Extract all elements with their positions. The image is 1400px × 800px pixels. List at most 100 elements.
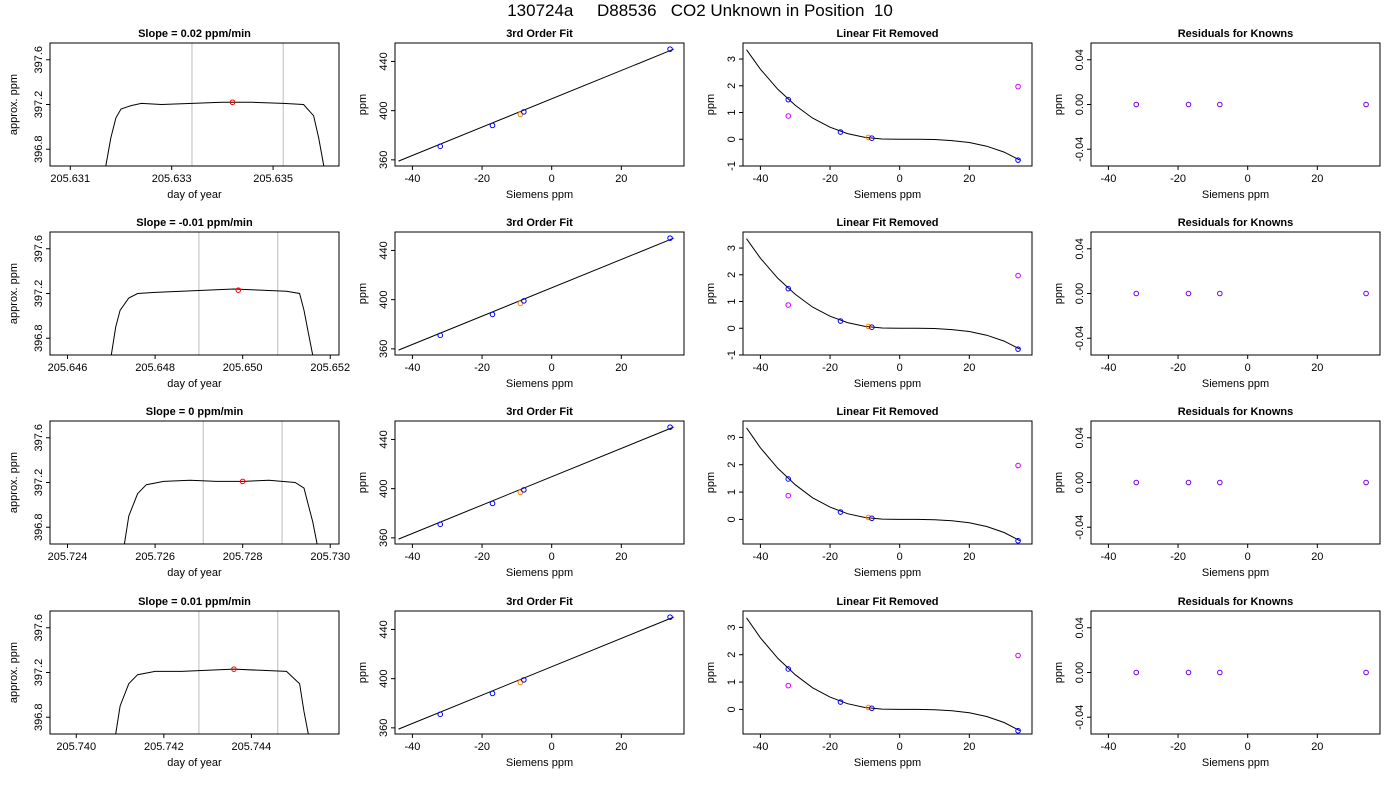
x-tick-label: -40: [752, 173, 768, 185]
x-tick-label: -20: [1170, 362, 1186, 374]
y-tick-label: 397.6: [33, 46, 45, 74]
chart-panel-r4c1: Slope = 0.01 ppm/min 205.740 205.742 205.74…: [8, 596, 340, 769]
data-point: [869, 515, 875, 522]
data-point: [521, 677, 527, 683]
plot-area: [746, 238, 1021, 352]
x-tick-label: -40: [404, 551, 420, 563]
x-tick-label: 205.650: [223, 362, 263, 374]
y-axis-label: ppm: [705, 283, 717, 304]
data-point: [1133, 669, 1140, 676]
series-line: [746, 238, 1021, 350]
y-tick-label: 0.00: [1074, 662, 1086, 683]
plot-area: [746, 427, 1021, 544]
y-axis-label: approx. ppm: [8, 642, 20, 703]
y-tick-label: 2: [726, 83, 738, 89]
data-point: [1363, 669, 1369, 676]
data-point: [235, 287, 242, 293]
x-tick-label: -40: [1100, 741, 1116, 753]
data-point: [869, 135, 875, 141]
y-tick-label: 3: [726, 245, 738, 251]
x-tick-label: -40: [1100, 551, 1116, 563]
x-axis-label: Siemens ppm: [854, 189, 921, 201]
x-tick-label: 0: [897, 551, 903, 563]
chart-panel-r4c3: Linear Fit Removed -40 -20 0 20 0 1 2 3 Siemens p…: [705, 596, 1033, 769]
data-point: [1133, 290, 1140, 297]
y-tick-label: 397.6: [33, 614, 45, 642]
chart-panel-r1c2: 3rd Order Fit -40 -20 0 20 360 400 440 Siemens p…: [357, 28, 685, 201]
plot-area: [398, 235, 674, 351]
data-point: [865, 134, 872, 141]
data-point: [1185, 479, 1192, 486]
plot-area: [105, 99, 325, 166]
x-axis-label: Siemens ppm: [1202, 757, 1269, 769]
y-axis-label: ppm: [1053, 472, 1065, 493]
chart-panel-r4c4: Residuals for Knowns -40 -20 0 20 -0.04 0.00 0.…: [1053, 596, 1381, 769]
plot-frame: [49, 610, 340, 735]
data-point: [239, 478, 246, 485]
data-point: [667, 424, 673, 430]
chart-panel-r2c4: Residuals for Knowns -40 -20 0 20 -0.04 0.00 0.…: [1053, 217, 1381, 390]
x-tick-label: 20: [615, 551, 627, 563]
x-tick-label: 205.635: [253, 173, 293, 185]
x-tick-label: 205.726: [135, 551, 175, 563]
series-line: [746, 617, 1021, 732]
x-tick-label: -20: [1170, 741, 1186, 753]
chart-title: Slope = 0.01 ppm/min: [138, 596, 251, 608]
y-tick-label: 397.6: [33, 424, 45, 452]
data-point: [489, 500, 496, 507]
data-point: [521, 109, 527, 115]
x-tick-label: 0: [549, 551, 555, 563]
y-axis-label: approx. ppm: [8, 263, 20, 324]
x-tick-label: 20: [1311, 741, 1323, 753]
data-point: [1217, 479, 1223, 486]
x-tick-label: 0: [549, 741, 555, 753]
chart-panel-r2c1: Slope = -0.01 ppm/min 205.646 205.648 205.6…: [8, 217, 350, 390]
x-tick-label: 205.648: [135, 362, 175, 374]
plot-area: [398, 424, 674, 540]
chart-title: Slope = 0 ppm/min: [146, 406, 244, 418]
data-point: [1015, 157, 1021, 163]
data-point: [489, 311, 496, 318]
data-point: [1217, 669, 1223, 676]
chart-panel-r1c4: Residuals for Knowns -40 -20 0 20 -0.04 0.00 0.…: [1053, 28, 1381, 201]
x-tick-label: 205.742: [144, 741, 184, 753]
x-tick-label: -40: [404, 173, 420, 185]
data-point: [1217, 101, 1223, 108]
x-tick-label: 0: [549, 362, 555, 374]
y-tick-label: 1: [726, 298, 738, 304]
y-axis-label: ppm: [357, 472, 369, 493]
y-tick-label: 2: [726, 652, 738, 658]
y-tick-label: 0: [726, 325, 738, 331]
data-point: [1015, 537, 1021, 544]
series-line: [398, 616, 674, 730]
chart-title: Linear Fit Removed: [836, 28, 938, 40]
data-point: [521, 298, 527, 304]
series-line: [398, 48, 674, 162]
x-tick-label: -40: [752, 362, 768, 374]
x-tick-label: 20: [615, 362, 627, 374]
data-point: [1363, 290, 1369, 297]
chart-panel-r2c2: 3rd Order Fit -40 -20 0 20 360 400 440 Siemens p…: [357, 217, 685, 390]
chart-title: Residuals for Knowns: [1178, 596, 1294, 608]
plot-area: [110, 287, 314, 355]
x-axis-label: Siemens ppm: [506, 567, 573, 579]
data-point: [489, 690, 496, 697]
x-tick-label: -20: [822, 741, 838, 753]
y-axis-label: ppm: [705, 472, 717, 493]
data-point: [1015, 272, 1021, 279]
y-tick-label: 396.8: [33, 703, 45, 731]
data-point: [865, 514, 872, 521]
y-tick-label: 360: [378, 529, 390, 547]
data-point: [785, 666, 792, 672]
y-tick-label: 0.04: [1074, 49, 1086, 70]
y-tick-label: 0.04: [1074, 617, 1086, 638]
x-tick-label: -20: [1170, 173, 1186, 185]
y-tick-label: -0.04: [1074, 326, 1086, 351]
chart-panel-r3c2: 3rd Order Fit -40 -20 0 20 360 400 440 Siemens p…: [357, 406, 685, 579]
x-tick-label: 20: [963, 362, 975, 374]
x-axis-label: Siemens ppm: [1202, 189, 1269, 201]
x-tick-label: -40: [1100, 173, 1116, 185]
x-tick-label: 20: [615, 741, 627, 753]
plot-frame: [394, 42, 685, 167]
